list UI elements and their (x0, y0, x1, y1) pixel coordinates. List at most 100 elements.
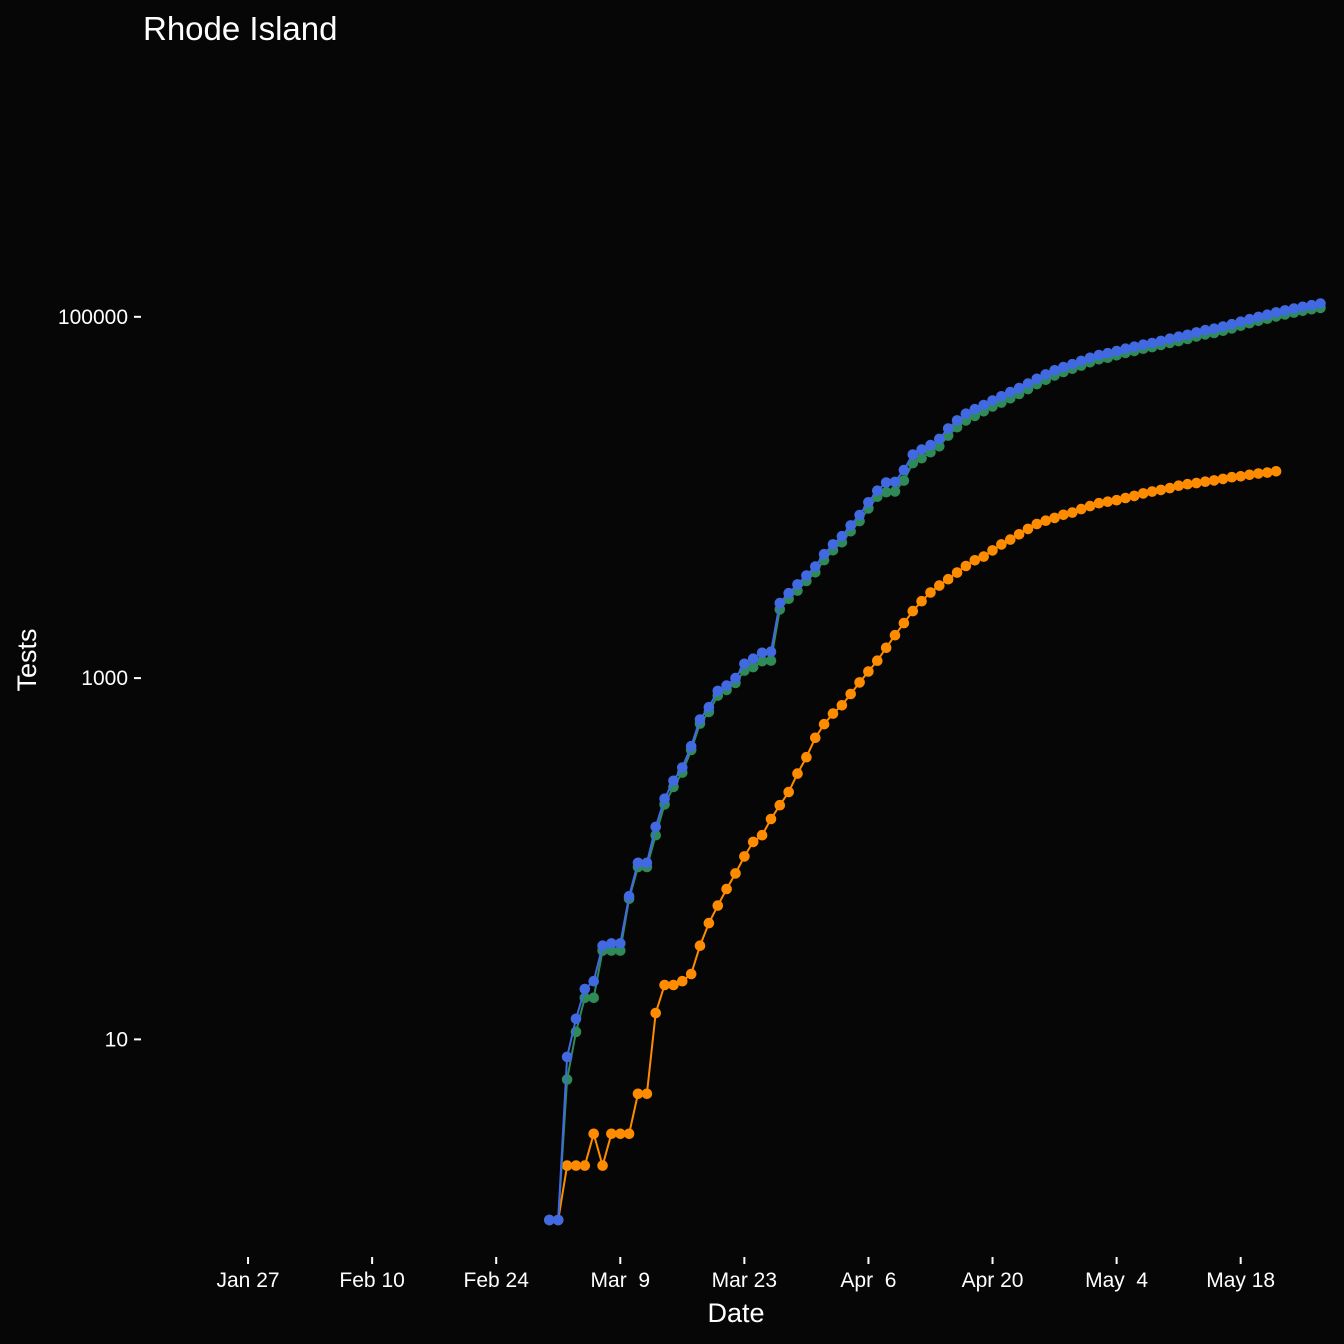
data-point (730, 868, 741, 879)
data-point (898, 475, 910, 486)
data-point (1253, 468, 1264, 479)
y-tick-label: 100000 (58, 306, 128, 329)
data-point (907, 605, 919, 617)
x-axis-title: Date (707, 1298, 764, 1328)
chart-title: Rhode Island (143, 10, 337, 47)
data-point (730, 672, 741, 684)
data-point (747, 836, 759, 848)
data-point (721, 680, 732, 691)
series-3 (544, 298, 1326, 1226)
data-point (774, 799, 786, 811)
x-tick-label: Feb 10 (339, 1269, 404, 1292)
y-axis-title: Tests (12, 628, 42, 691)
data-point (1022, 378, 1034, 389)
data-point (756, 647, 768, 659)
data-point (863, 666, 874, 677)
data-point (685, 740, 697, 752)
data-point (1235, 471, 1246, 482)
data-point (739, 851, 750, 862)
data-point (659, 793, 670, 804)
data-point (1146, 337, 1158, 349)
data-point (1129, 341, 1140, 353)
data-point (916, 444, 927, 455)
data-point (1270, 307, 1282, 318)
data-point (694, 940, 706, 951)
data-point (712, 900, 724, 911)
data-point (792, 768, 803, 779)
x-tick-label: Apr 6 (840, 1269, 896, 1292)
data-point (1279, 305, 1291, 316)
x-tick-label: May 18 (1206, 1269, 1275, 1292)
data-point (996, 391, 1007, 402)
data-point (774, 597, 786, 609)
data-point (1155, 484, 1167, 496)
data-point (951, 415, 963, 426)
data-point (969, 403, 981, 415)
data-point (925, 439, 936, 451)
data-point (1031, 373, 1043, 385)
data-point (889, 629, 901, 641)
data-point (987, 545, 998, 556)
data-point (552, 1214, 564, 1226)
data-point (756, 655, 768, 667)
data-point (677, 762, 688, 773)
data-point (641, 857, 653, 869)
data-point (1084, 352, 1096, 364)
data-point (1164, 333, 1176, 345)
data-point (1262, 309, 1273, 321)
data-point (623, 890, 635, 902)
x-tick-label: Mar 9 (591, 1269, 651, 1292)
series-line (549, 470, 1277, 1221)
data-point (694, 714, 706, 725)
data-point (880, 642, 892, 654)
data-point (739, 658, 750, 670)
data-point (597, 1160, 608, 1171)
data-point (561, 1051, 573, 1063)
data-point (845, 688, 856, 700)
data-point (889, 486, 901, 497)
x-tick-label: Jan 27 (217, 1269, 280, 1292)
plot-area (544, 298, 1326, 1226)
data-point (1058, 509, 1069, 521)
data-point (756, 829, 768, 841)
data-point (872, 655, 883, 666)
data-point (650, 1007, 661, 1019)
data-point (1120, 343, 1131, 355)
data-point (1297, 301, 1308, 313)
data-point (1013, 382, 1025, 394)
data-point (1049, 365, 1060, 376)
data-point (632, 1088, 644, 1100)
data-point (1111, 494, 1122, 506)
data-point (880, 477, 892, 488)
data-point (588, 992, 599, 1004)
data-point (934, 441, 945, 452)
data-point (570, 1013, 582, 1025)
data-point (827, 708, 839, 719)
x-tick-label: Apr 20 (962, 1269, 1024, 1292)
data-point (1173, 480, 1184, 492)
data-point (810, 732, 821, 744)
data-point (1005, 386, 1016, 398)
data-point (685, 968, 697, 980)
data-point (1137, 339, 1149, 351)
data-point (1049, 512, 1060, 524)
data-point (588, 975, 599, 987)
data-point (925, 587, 936, 598)
data-point (783, 786, 794, 798)
data-point (1031, 518, 1043, 530)
data-point (880, 486, 892, 498)
data-point (1013, 529, 1025, 540)
data-point (641, 1088, 653, 1100)
x-tick-label: Feb 24 (464, 1269, 530, 1292)
data-point (1262, 467, 1273, 478)
data-point (889, 476, 901, 488)
x-axis: Jan 27 Feb 10 Feb 24 Mar 9 Mar 23 Apr 6 Apr 20… (217, 1257, 1275, 1292)
data-point (1155, 335, 1167, 347)
data-point (668, 979, 679, 991)
data-point (854, 677, 865, 688)
data-point (632, 857, 644, 869)
data-point (597, 940, 608, 951)
data-point (1315, 298, 1326, 309)
data-point (1270, 466, 1282, 477)
